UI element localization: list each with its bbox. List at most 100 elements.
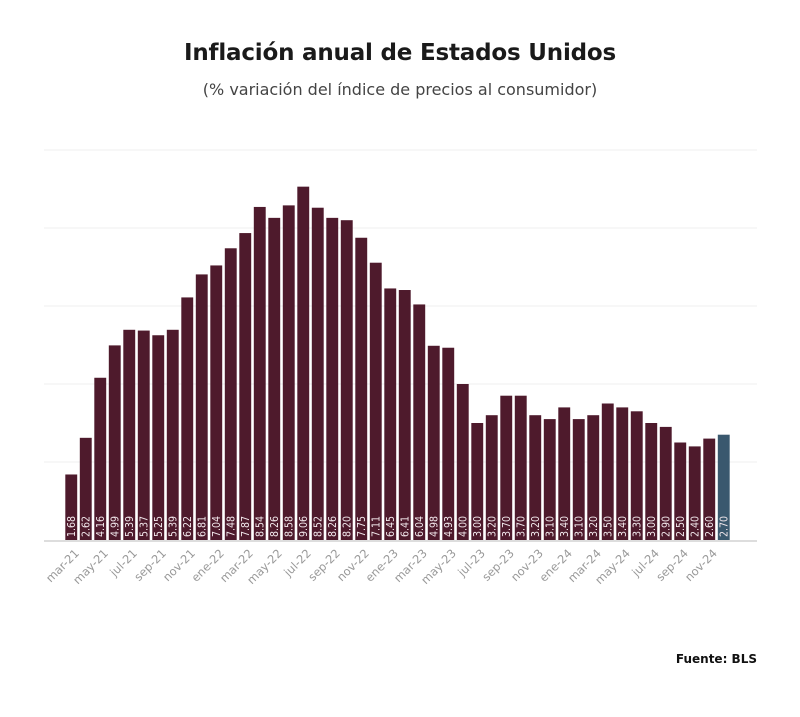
data-label: 5.37 [139, 516, 151, 537]
bar-jul-21 [137, 330, 150, 540]
data-label: 3.50 [603, 516, 615, 537]
data-label: 3.00 [646, 516, 658, 537]
bar-jun-23 [471, 423, 484, 540]
bar-ene-24 [572, 419, 585, 540]
bar-sep-24 [688, 446, 701, 540]
data-label: 5.39 [124, 516, 136, 537]
bar-jul-24 [659, 426, 672, 540]
data-label: 7.04 [211, 516, 223, 537]
bar-dic-22 [384, 288, 397, 540]
bar-feb-22 [239, 233, 252, 540]
bar-jun-24 [645, 423, 658, 540]
x-tick-labels: mar-21may-21jul-21sep-21nov-21ene-22mar-… [43, 546, 720, 587]
data-label: 4.99 [110, 516, 122, 537]
data-label: 3.40 [559, 516, 571, 537]
bar-jul-22 [311, 207, 324, 540]
bar-abr-21 [94, 377, 107, 540]
data-label: 5.39 [168, 516, 180, 537]
data-label: 6.81 [197, 516, 209, 537]
data-label: 3.40 [617, 516, 629, 537]
data-label: 8.58 [284, 516, 296, 537]
data-label: 3.30 [632, 516, 644, 537]
data-label: 3.20 [530, 516, 542, 537]
data-label: 3.70 [501, 516, 513, 537]
data-label: 8.26 [269, 516, 281, 537]
data-label: 7.11 [371, 516, 383, 537]
data-label: 6.22 [182, 516, 194, 537]
bar-oct-22 [355, 237, 368, 540]
bar-may-21 [108, 345, 121, 540]
bar-ago-23 [500, 395, 513, 540]
data-label: 8.26 [327, 516, 339, 537]
data-label: 5.25 [153, 516, 165, 537]
data-label: 4.16 [95, 516, 107, 537]
bar-may-23 [456, 384, 469, 540]
data-labels: 1.68 2.62 4.16 4.99 5.39 5.37 5.25 5.39 6.22 6.81… [66, 516, 731, 537]
bar-ago-24 [674, 442, 687, 540]
data-label: 2.60 [704, 516, 716, 537]
data-label: 6.41 [400, 516, 412, 537]
data-label: 9.06 [298, 516, 310, 537]
bar-dic-23 [558, 407, 571, 540]
bar-jun-22 [297, 186, 310, 540]
data-label: 2.50 [675, 516, 687, 537]
bar-jun-21 [123, 329, 136, 540]
bar-ene-23 [398, 290, 411, 540]
data-label: 7.87 [240, 516, 252, 537]
bar-sep-23 [514, 395, 527, 540]
data-label: 6.04 [414, 516, 426, 537]
bar-nov-23 [543, 419, 556, 540]
data-label: 2.70 [719, 516, 731, 537]
bar-ago-22 [326, 217, 339, 541]
data-label: 2.62 [81, 516, 93, 537]
source-note: Fuente: BLS [675, 652, 757, 666]
bar-oct-21 [181, 297, 194, 540]
bar-abr-22 [268, 217, 281, 541]
bar-ago-21 [152, 335, 165, 540]
bar-nov-22 [369, 262, 382, 540]
bar-ene-22 [224, 248, 237, 540]
bar-abr-23 [442, 347, 455, 540]
data-label: 8.52 [313, 516, 325, 537]
bar-dic-21 [210, 265, 223, 540]
bar-nov-24 [717, 434, 730, 540]
bar-may-22 [282, 205, 295, 540]
data-label: 3.10 [545, 516, 557, 537]
bar-mar-21 [79, 437, 92, 540]
bar-nov-21 [195, 274, 208, 540]
bar-oct-23 [529, 415, 542, 540]
data-label: 7.75 [356, 516, 368, 537]
bar-sep-21 [166, 329, 179, 540]
data-label: 4.93 [443, 516, 455, 537]
data-label: 1.68 [66, 516, 78, 537]
data-label: 4.98 [429, 516, 441, 537]
bar-oct-24 [703, 438, 716, 540]
data-label: 7.48 [226, 516, 238, 537]
data-label: 6.45 [385, 516, 397, 537]
data-label: 3.00 [472, 516, 484, 537]
data-label: 2.40 [690, 516, 702, 537]
bar-may-24 [630, 411, 643, 540]
chart-title: Inflación anual de Estados Unidos [184, 40, 616, 66]
chart-subtitle: (% variación del índice de precios al co… [202, 80, 598, 99]
bar-feb-21 [65, 474, 78, 540]
bar-feb-24 [587, 415, 600, 540]
data-label: 3.20 [487, 516, 499, 537]
bars [65, 186, 730, 541]
bar-mar-23 [427, 345, 440, 540]
bar-mar-24 [601, 403, 614, 540]
data-label: 3.10 [574, 516, 586, 537]
data-label: 3.70 [516, 516, 528, 537]
bar-jul-23 [485, 415, 498, 540]
x-tick-label: nov-24 [682, 546, 720, 584]
bar-mar-22 [253, 206, 266, 540]
data-label: 2.90 [661, 516, 673, 537]
data-label: 4.00 [458, 516, 470, 537]
data-label: 3.20 [588, 516, 600, 537]
bar-abr-24 [616, 407, 629, 540]
data-label: 8.20 [342, 516, 354, 537]
bar-feb-23 [413, 304, 426, 540]
bar-sep-22 [340, 220, 353, 540]
data-label: 8.54 [255, 516, 267, 537]
